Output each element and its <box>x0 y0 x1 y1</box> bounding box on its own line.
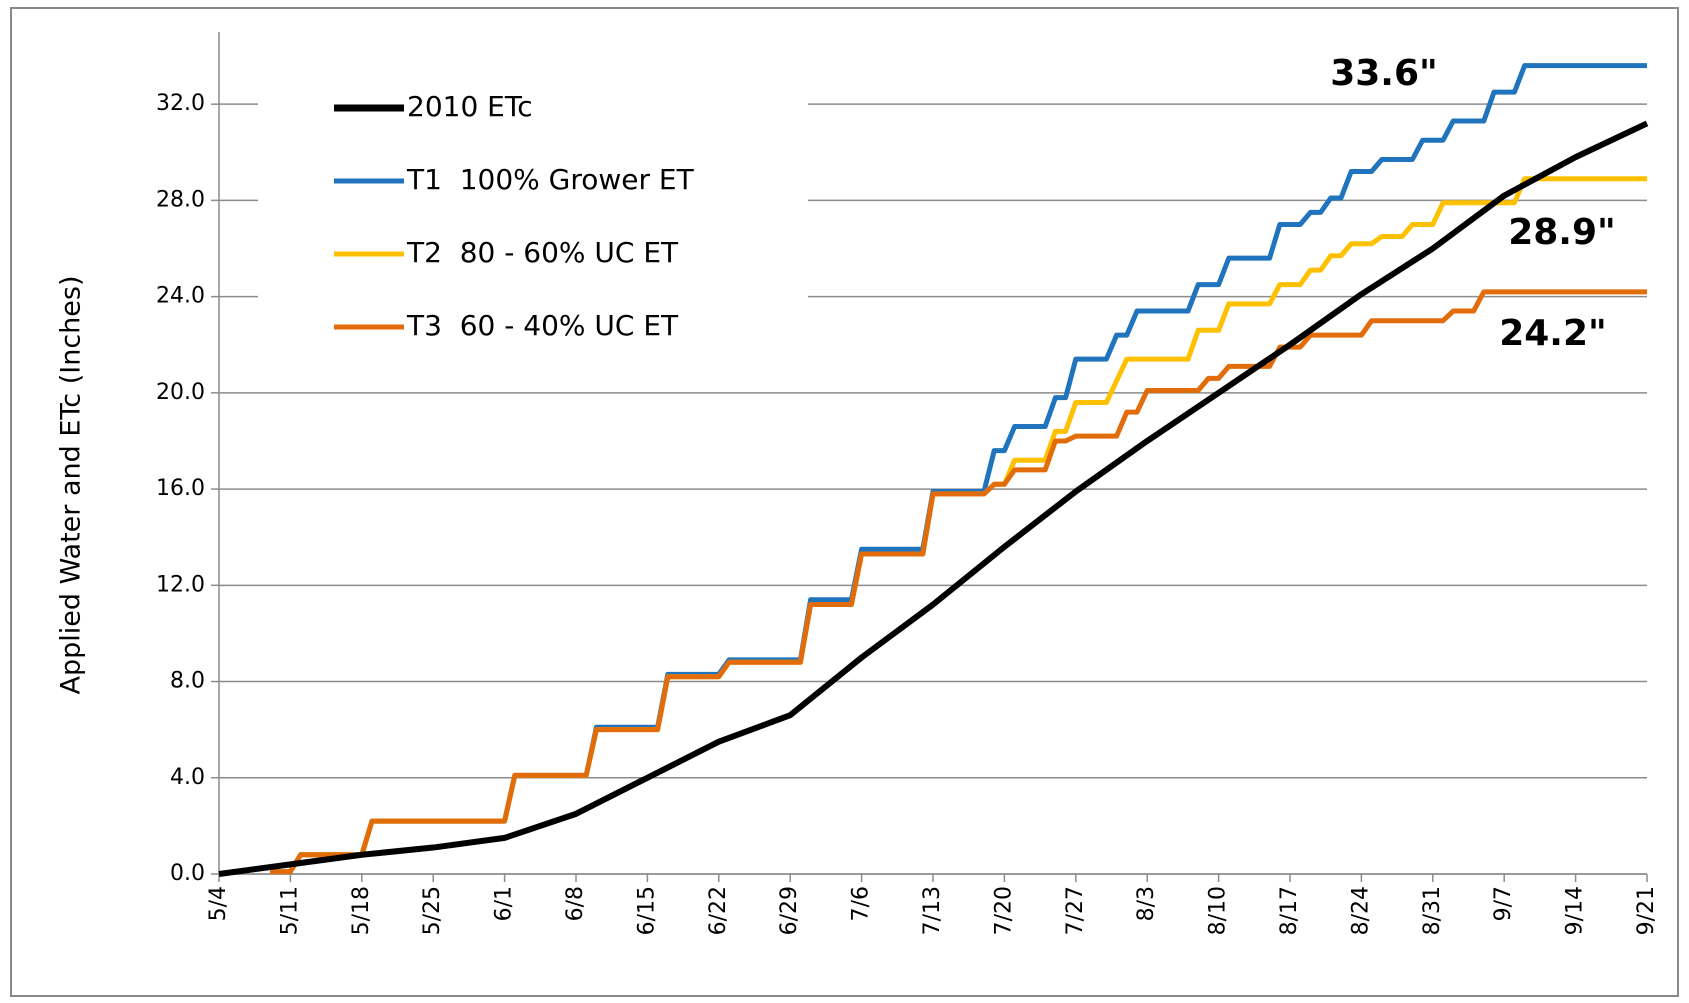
series-line <box>270 289 1647 875</box>
y-tick-label: 16.0 <box>156 476 205 501</box>
x-tick-label: 8/10 <box>1206 886 1231 935</box>
y-tick-label: 8.0 <box>170 669 205 694</box>
x-tick-label: 9/7 <box>1491 886 1516 921</box>
x-tick-label: 6/1 <box>492 886 517 921</box>
annotation: 24.2" <box>1499 313 1607 354</box>
x-tick-label: 9/21 <box>1634 886 1659 935</box>
annotation: 33.6" <box>1330 53 1438 94</box>
y-tick-label: 32.0 <box>156 91 205 116</box>
x-tick-label: 6/8 <box>563 886 588 921</box>
x-tick-label: 7/27 <box>1063 886 1088 935</box>
x-tick-label: 8/31 <box>1420 886 1445 935</box>
y-tick-label: 28.0 <box>156 187 205 212</box>
legend-label: T2 80 - 60% UC ET <box>406 236 679 269</box>
x-tick-label: 7/6 <box>849 886 874 921</box>
x-tick-label: 7/20 <box>991 886 1016 935</box>
x-tick-label: 9/14 <box>1563 886 1588 935</box>
legend-label: T3 60 - 40% UC ET <box>406 309 679 342</box>
annotation: 28.9" <box>1508 212 1616 253</box>
x-tick-label: 8/3 <box>1134 886 1159 921</box>
x-tick-label: 5/25 <box>420 886 445 935</box>
y-axis-title: Applied Water and ETc (Inches) <box>56 275 87 694</box>
legend-label: 2010 ETc <box>407 90 533 123</box>
y-tick-label: 4.0 <box>170 765 205 790</box>
x-tick-label: 6/29 <box>777 886 802 935</box>
x-tick-label: 5/18 <box>349 886 374 935</box>
legend-label: T1 100% Grower ET <box>406 163 695 196</box>
y-tick-label: 20.0 <box>156 380 205 405</box>
x-tick-label: 6/22 <box>706 886 731 935</box>
x-tick-label: 5/11 <box>277 886 302 935</box>
x-tick-label: 6/15 <box>634 886 659 935</box>
x-tick-label: 8/24 <box>1348 886 1373 935</box>
y-tick-label: 0.0 <box>170 861 205 886</box>
series-line <box>218 120 1649 877</box>
y-tick-label: 12.0 <box>156 572 205 597</box>
x-tick-label: 7/13 <box>920 886 945 935</box>
y-tick-label: 24.0 <box>156 284 205 309</box>
x-tick-label: 5/4 <box>206 886 231 921</box>
legend-box <box>258 75 808 360</box>
x-tick-label: 8/17 <box>1277 886 1302 935</box>
